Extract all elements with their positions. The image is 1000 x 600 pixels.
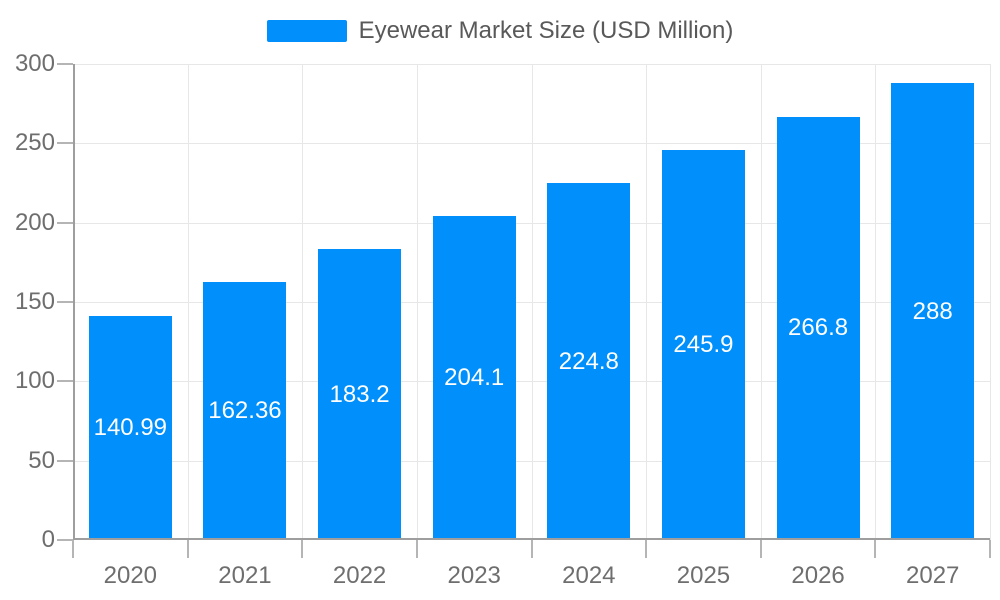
bar-2021[interactable] (203, 282, 287, 540)
y-axis-tick (57, 142, 73, 145)
y-axis-tick (57, 63, 73, 65)
bar-value-label: 162.36 (208, 397, 282, 425)
y-axis-tick (57, 301, 73, 303)
x-axis-tick (989, 540, 991, 558)
y-axis-tick (57, 380, 73, 383)
x-axis-label: 2023 (447, 562, 501, 589)
v-gridline (990, 64, 991, 540)
x-axis-tick (759, 540, 762, 558)
v-gridline (760, 64, 762, 540)
x-axis-label: 2021 (218, 562, 272, 589)
y-axis-tick (57, 459, 73, 462)
x-axis-tick (645, 540, 648, 558)
bar-value-label: 140.99 (93, 414, 168, 442)
bar-value-label: 266.8 (788, 314, 849, 342)
x-axis-label: 2025 (676, 562, 731, 589)
x-axis-tick (301, 540, 304, 558)
bar-2027[interactable] (891, 83, 975, 540)
y-axis-line (73, 64, 75, 540)
bar-2025[interactable] (661, 149, 745, 540)
bar-2022[interactable] (318, 249, 402, 540)
x-axis-label: 2020 (103, 562, 158, 589)
x-axis-tick (186, 540, 189, 558)
bar-value-label: 288 (912, 297, 953, 325)
v-gridline (646, 64, 648, 540)
bar-2020[interactable] (88, 316, 172, 540)
bar-2024[interactable] (547, 183, 631, 540)
bar-2026[interactable] (776, 116, 860, 540)
y-axis-label: 250 (14, 129, 55, 157)
x-axis-tick (415, 540, 418, 558)
y-axis-label: 300 (14, 50, 55, 77)
plot-area: 140.99 162.36 183.2 204.1 224.8 245.9 266.8 288 (73, 64, 991, 540)
y-axis-label: 50 (28, 446, 55, 474)
v-gridline (875, 64, 877, 540)
x-axis-label: 2026 (791, 562, 845, 589)
bar-2023[interactable] (432, 216, 516, 540)
v-gridline (416, 64, 418, 540)
bar-value-label: 183.2 (329, 380, 390, 408)
x-axis-label: 2024 (562, 562, 616, 589)
v-gridline (531, 64, 533, 540)
y-axis-label: 100 (14, 367, 55, 395)
y-axis-label: 0 (41, 526, 55, 553)
y-axis-label: 150 (14, 288, 55, 315)
legend-label: Eyewear Market Size (USD Million) (358, 17, 734, 44)
y-axis-tick (57, 539, 73, 541)
bar-value-label: 245.9 (673, 330, 734, 358)
x-axis-label: 2027 (905, 562, 960, 589)
v-gridline (302, 64, 304, 540)
chart-legend[interactable]: Eyewear Market Size (USD Million) (0, 17, 1000, 45)
y-axis-label: 200 (14, 208, 55, 236)
v-gridline (187, 64, 189, 540)
legend-marker-icon (266, 20, 347, 42)
x-axis-tick (72, 540, 74, 558)
y-axis-tick (57, 221, 73, 224)
bar-value-label: 224.8 (558, 347, 619, 375)
bar-value-label: 204.1 (444, 364, 505, 392)
x-axis-label: 2022 (332, 562, 387, 589)
x-axis-line (73, 538, 990, 540)
x-axis-tick (530, 540, 533, 558)
x-axis-tick (874, 540, 877, 558)
